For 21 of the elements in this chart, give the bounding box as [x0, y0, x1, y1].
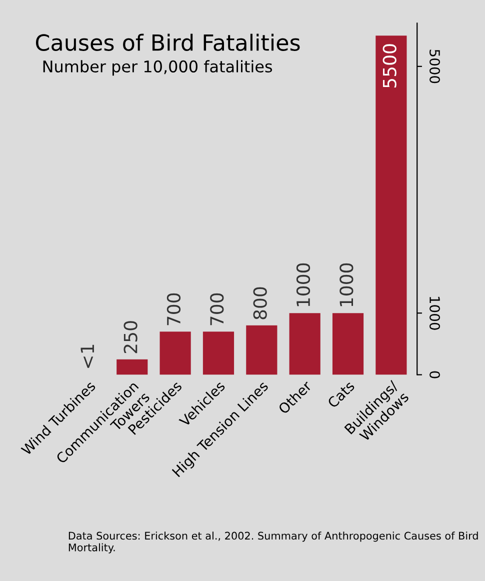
data-label: <1 — [80, 344, 94, 368]
data-label: 1000 — [296, 263, 310, 306]
data-label: 800 — [253, 287, 267, 320]
bar — [160, 332, 191, 375]
data-label: 700 — [210, 293, 224, 326]
data-label: 700 — [166, 293, 181, 326]
data-label: 5500 — [382, 44, 396, 88]
data-label: 250 — [124, 321, 138, 354]
text: Number per 10,000 fatalities — [43, 60, 272, 76]
bar — [376, 36, 407, 375]
data-label: 1000 — [340, 263, 354, 306]
bar — [246, 325, 278, 375]
y-tick-label: 5000 — [430, 50, 440, 84]
bar — [202, 332, 234, 375]
y-tick-label: 1000 — [430, 296, 440, 330]
bar — [116, 359, 148, 375]
bar — [289, 313, 320, 375]
chart-title: Causes of Bird Fatalities — [36, 34, 300, 51]
text: Data Sources: Erickson et al., 2002. Summary of Anthropogenic Causes of Bird Mortality. — [68, 532, 478, 554]
y-tick-label: 0 — [430, 371, 440, 378]
bar — [332, 313, 364, 375]
